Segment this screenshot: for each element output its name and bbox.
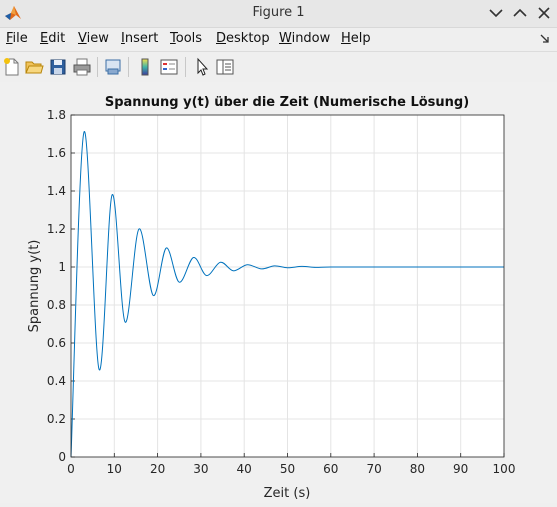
menu-file[interactable]: File <box>6 31 28 46</box>
legend-icon[interactable] <box>159 57 179 77</box>
menu-tools[interactable]: Tools <box>170 31 202 46</box>
window-title: Figure 1 <box>252 5 305 20</box>
x-tick-label: 30 <box>193 462 208 476</box>
menu-insert-mnemonic: I <box>121 31 125 46</box>
figure-toolbar <box>0 51 557 83</box>
property-inspector-icon[interactable] <box>215 57 235 77</box>
y-tick-label: 0.6 <box>47 336 66 350</box>
pointer-icon[interactable] <box>192 57 212 77</box>
close-icon[interactable] <box>534 4 554 22</box>
line-chart[interactable]: 0 10 20 30 40 50 60 70 80 90 100 0 0.2 0.4 0.6 0.8 1 1.2… <box>0 82 557 503</box>
x-tick-label: 20 <box>150 462 165 476</box>
dock-arrow-icon[interactable] <box>539 33 551 45</box>
menu-desktop[interactable]: Desktop <box>216 31 270 46</box>
save-icon[interactable] <box>48 57 68 77</box>
x-tick-label: 100 <box>493 462 516 476</box>
x-axis-label: Zeit (s) <box>264 486 311 501</box>
menu-file-label: ile <box>12 31 28 46</box>
colorbar-icon[interactable] <box>135 57 155 77</box>
x-tick-label: 60 <box>323 462 338 476</box>
menu-tools-mnemonic: T <box>170 31 176 46</box>
x-tick-label: 0 <box>67 462 75 476</box>
toolbar-separator <box>185 57 186 77</box>
menu-desktop-mnemonic: D <box>216 31 227 46</box>
series-line <box>70 131 504 458</box>
menu-help-mnemonic: H <box>341 31 351 46</box>
menu-view[interactable]: View <box>78 31 109 46</box>
y-tick-label: 1 <box>58 260 66 274</box>
chart-title: Spannung y(t) über die Zeit (Numerische … <box>105 95 469 110</box>
y-tick-labels: 0 0.2 0.4 0.6 0.8 1 1.2 1.4 1.6 1.8 <box>47 108 66 464</box>
new-figure-icon[interactable] <box>2 57 22 77</box>
menu-tools-label: ools <box>175 31 203 46</box>
x-tick-label: 90 <box>453 462 468 476</box>
menu-edit-label: dit <box>48 31 66 46</box>
menu-file-mnemonic: F <box>6 31 13 46</box>
menu-edit[interactable]: Edit <box>40 31 65 46</box>
x-tick-label: 40 <box>237 462 252 476</box>
menu-window-label: indow <box>291 31 331 46</box>
y-tick-label: 1.4 <box>47 184 66 198</box>
chevron-down-icon[interactable] <box>486 4 506 22</box>
x-tick-label: 80 <box>410 462 425 476</box>
menu-bar: File Edit View Insert Tools Desktop Wind… <box>0 28 557 50</box>
menu-edit-mnemonic: E <box>40 31 49 46</box>
menu-help[interactable]: Help <box>341 31 371 46</box>
x-tick-label: 70 <box>366 462 381 476</box>
menu-window[interactable]: Window <box>279 31 330 46</box>
print-icon[interactable] <box>72 57 92 77</box>
menu-insert-label: nsert <box>124 31 159 46</box>
menu-view-mnemonic: V <box>78 31 87 46</box>
menu-help-label: elp <box>350 31 371 46</box>
y-tick-label: 1.8 <box>47 108 66 122</box>
axes-box <box>70 114 505 458</box>
y-tick-label: 0 <box>58 450 66 464</box>
x-tick-label: 50 <box>280 462 295 476</box>
y-tick-label: 0.8 <box>47 298 66 312</box>
x-tick-label: 10 <box>107 462 122 476</box>
y-tick-label: 0.4 <box>47 374 66 388</box>
menu-desktop-label: esktop <box>226 31 270 46</box>
menu-view-label: iew <box>86 31 109 46</box>
open-file-icon[interactable] <box>24 57 44 77</box>
y-axis-label: Spannung y(t) <box>27 240 42 333</box>
x-tick-labels: 0 10 20 30 40 50 60 70 80 90 100 <box>67 462 515 476</box>
figure-canvas: 0 10 20 30 40 50 60 70 80 90 100 0 0.2 0.4 0.6 0.8 1 1.2… <box>0 82 557 503</box>
chevron-up-icon[interactable] <box>510 4 530 22</box>
matlab-logo-icon <box>5 6 21 20</box>
y-tick-label: 0.2 <box>47 412 66 426</box>
y-tick-label: 1.6 <box>47 146 66 160</box>
toolbar-separator <box>97 57 98 77</box>
toolbar-separator <box>128 57 129 77</box>
menu-insert[interactable]: Insert <box>121 31 158 46</box>
link-plot-icon[interactable] <box>103 57 123 77</box>
menu-window-mnemonic: W <box>279 31 292 46</box>
title-bar: Figure 1 <box>0 0 557 28</box>
y-tick-label: 1.2 <box>47 222 66 236</box>
